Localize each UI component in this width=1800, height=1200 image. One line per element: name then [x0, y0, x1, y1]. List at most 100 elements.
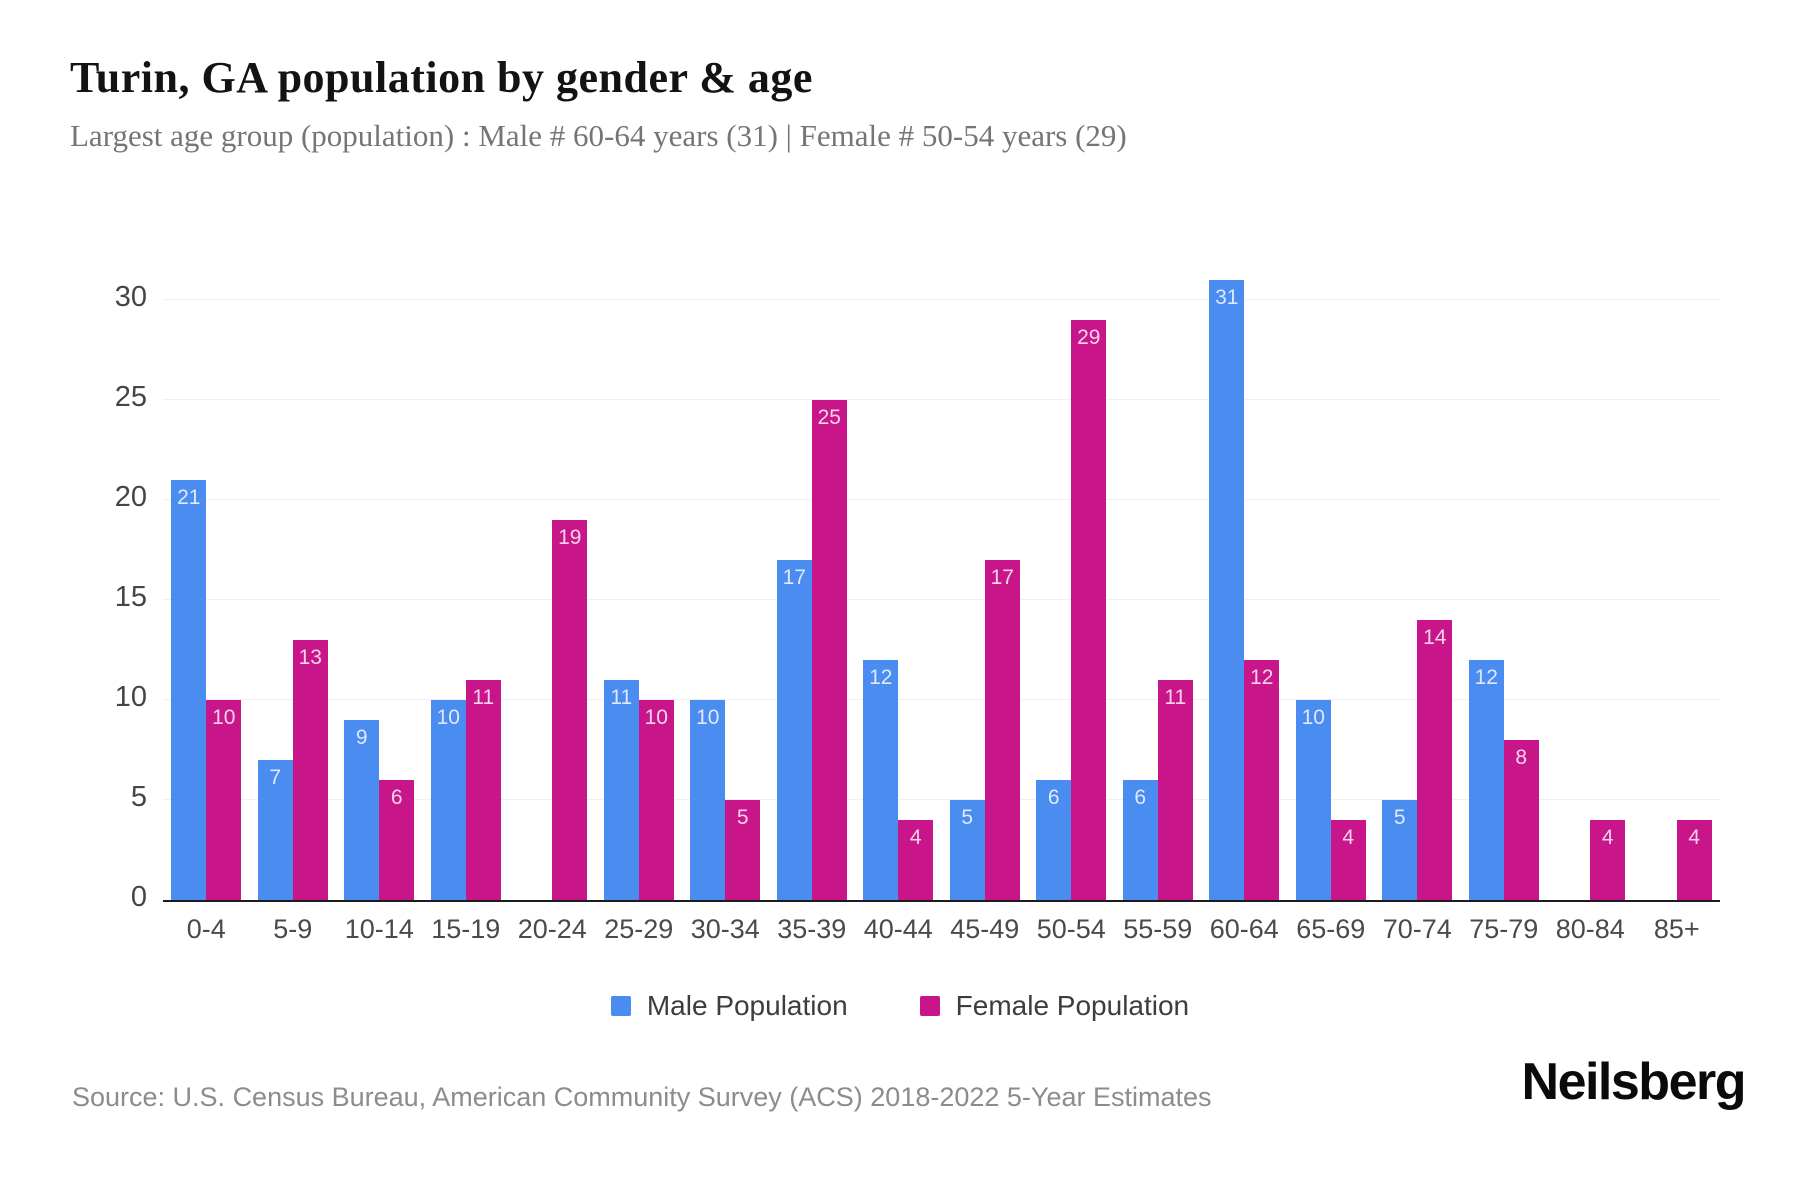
page-subtitle: Largest age group (population) : Male # … [70, 118, 1127, 153]
female-bar-75-79[interactable]: 8 [1503, 740, 1539, 900]
female-bar-80-84[interactable]: 4 [1590, 820, 1626, 900]
female-bar-20-24[interactable]: 19 [552, 520, 588, 900]
plot-area: 0 5 10 15 20 25 30 21 10 7 13 9 6 10 11 19 11 10 10 5 17 25 1… [115, 280, 1721, 913]
legend: Male Population Female Population [0, 990, 1800, 1022]
bar-group-35-39: 17 25 [769, 300, 856, 900]
bar-value-label: 11 [1164, 686, 1187, 709]
bar-value-label: 5 [961, 806, 974, 829]
bar-value-label: 11 [472, 686, 495, 709]
bar-value-label: 21 [177, 486, 201, 509]
female-bar-60-64[interactable]: 12 [1244, 660, 1280, 900]
bar-value-label: 13 [298, 646, 322, 669]
female-bar-30-34[interactable]: 5 [725, 800, 761, 900]
bar-value-label: 10 [436, 706, 460, 729]
male-bar-45-49[interactable]: 5 [949, 800, 985, 900]
x-axis-label-15-19: 15-19 [431, 914, 501, 944]
bar-value-label: 9 [355, 726, 368, 749]
female-bar-25-29[interactable]: 10 [638, 700, 674, 900]
male-bar-50-54[interactable]: 6 [1036, 780, 1072, 900]
bar-value-label: 11 [610, 686, 633, 709]
x-axis-label-10-14: 10-14 [344, 914, 414, 944]
female-legend-swatch [919, 996, 940, 1016]
female-bar-15-19[interactable]: 11 [465, 680, 501, 900]
x-axis-label-85+: 85+ [1653, 914, 1700, 944]
bar-group-0-4: 21 10 [163, 300, 250, 900]
y-axis-tick-10: 10 [114, 681, 147, 713]
bar-group-20-24: 19 [509, 300, 596, 900]
bar-value-label: 12 [1474, 666, 1498, 689]
x-axis-label-20-24: 20-24 [517, 914, 587, 944]
bar-group-5-9: 7 13 [250, 300, 337, 900]
bar-value-label: 6 [390, 786, 403, 809]
female-bar-85+[interactable]: 4 [1676, 820, 1712, 900]
bar-value-label: 7 [269, 766, 282, 789]
gridline-25 [163, 399, 1720, 400]
female-bar-50-54[interactable]: 29 [1071, 320, 1107, 900]
x-axis-label-75-79: 75-79 [1469, 914, 1539, 944]
bar-value-label: 10 [212, 706, 236, 729]
x-axis-label-40-44: 40-44 [863, 914, 933, 944]
neilsberg-logo: Neilsberg [1521, 1053, 1747, 1111]
bar-value-label: 17 [782, 566, 806, 589]
bar-group-75-79: 12 8 [1461, 300, 1548, 900]
bar-value-label: 14 [1423, 626, 1447, 649]
bar-group-15-19: 10 11 [423, 300, 510, 900]
male-legend-label: Male Population [646, 990, 848, 1021]
female-bar-45-49[interactable]: 17 [984, 560, 1020, 900]
bar-value-label: 25 [817, 406, 841, 429]
y-axis-tick-5: 5 [130, 781, 147, 813]
legend-item-female[interactable]: Female Population [919, 990, 1190, 1022]
x-axis-label-30-34: 30-34 [690, 914, 760, 944]
x-axis-label-55-59: 55-59 [1123, 914, 1193, 944]
male-bar-60-64[interactable]: 31 [1209, 280, 1245, 900]
bar-value-label: 12 [869, 666, 893, 689]
bar-group-55-59: 6 11 [1115, 300, 1202, 900]
y-axis-tick-0: 0 [130, 881, 147, 913]
female-bar-55-59[interactable]: 11 [1157, 680, 1193, 900]
male-bar-70-74[interactable]: 5 [1382, 800, 1418, 900]
bar-group-25-29: 11 10 [596, 300, 683, 900]
male-bar-15-19[interactable]: 10 [430, 700, 466, 900]
bar-group-85+: 4 [1634, 300, 1721, 900]
bar-value-label: 19 [558, 526, 582, 549]
male-bar-35-39[interactable]: 17 [776, 560, 812, 900]
female-legend-label: Female Population [955, 990, 1190, 1021]
male-bar-30-34[interactable]: 10 [690, 700, 726, 900]
bar-value-label: 5 [736, 806, 749, 829]
legend-item-male[interactable]: Male Population [610, 990, 848, 1022]
male-bar-25-29[interactable]: 11 [603, 680, 639, 900]
x-axis-label-35-39: 35-39 [777, 914, 847, 944]
male-legend-swatch [610, 996, 631, 1016]
page-title: Turin, GA population by gender & age [70, 53, 813, 102]
bar-value-label: 4 [909, 826, 922, 849]
male-bar-40-44[interactable]: 12 [863, 660, 899, 900]
x-axis-label-70-74: 70-74 [1382, 914, 1452, 944]
bar-value-label: 10 [696, 706, 720, 729]
female-bar-0-4[interactable]: 10 [206, 700, 242, 900]
female-bar-40-44[interactable]: 4 [898, 820, 934, 900]
female-bar-35-39[interactable]: 25 [811, 400, 847, 900]
bar-group-80-84: 4 [1547, 300, 1634, 900]
male-bar-0-4[interactable]: 21 [171, 480, 207, 900]
bar-value-label: 17 [990, 566, 1014, 589]
y-axis-tick-15: 15 [114, 581, 147, 613]
male-bar-75-79[interactable]: 12 [1468, 660, 1504, 900]
male-bar-65-69[interactable]: 10 [1295, 700, 1331, 900]
female-bar-70-74[interactable]: 14 [1417, 620, 1453, 900]
bar-value-label: 10 [644, 706, 668, 729]
gridline-30 [163, 299, 1720, 300]
bar-group-40-44: 12 4 [855, 300, 942, 900]
female-bar-5-9[interactable]: 13 [292, 640, 328, 900]
male-bar-5-9[interactable]: 7 [257, 760, 293, 900]
bar-value-label: 4 [1688, 826, 1701, 849]
female-bar-10-14[interactable]: 6 [379, 780, 415, 900]
bar-group-65-69: 10 4 [1288, 300, 1375, 900]
male-bar-55-59[interactable]: 6 [1122, 780, 1158, 900]
x-axis-label-60-64: 60-64 [1209, 914, 1279, 944]
gridline-20 [163, 499, 1720, 500]
male-bar-10-14[interactable]: 9 [344, 720, 380, 900]
gridline-5 [163, 799, 1720, 800]
female-bar-65-69[interactable]: 4 [1330, 820, 1366, 900]
x-axis-label-25-29: 25-29 [604, 914, 674, 944]
